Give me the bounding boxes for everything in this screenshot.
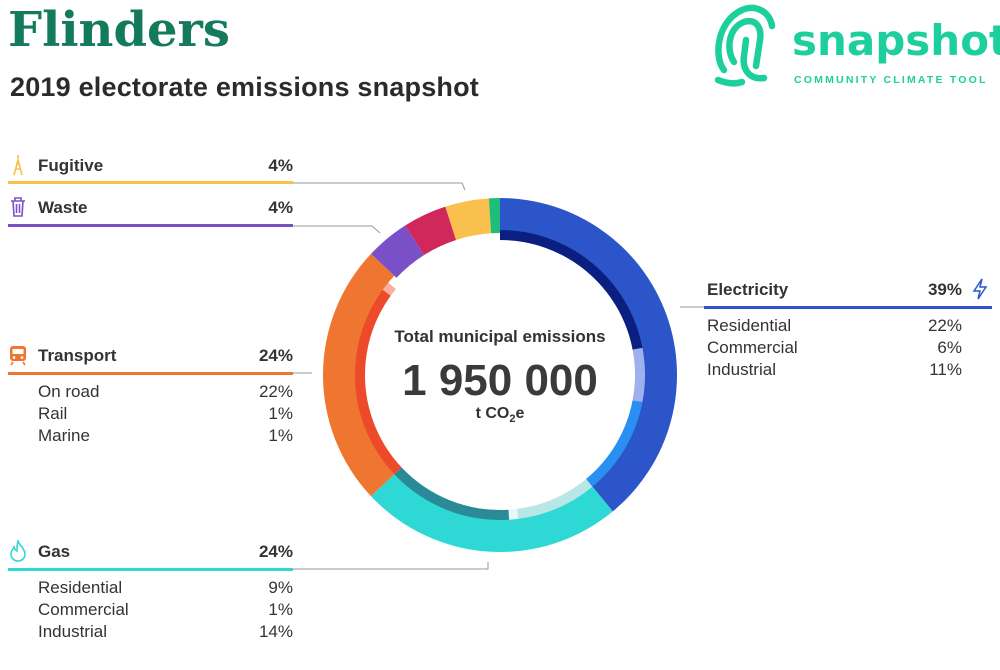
electricity-sub-residential: Residential 22% bbox=[707, 316, 962, 335]
center-label: Total municipal emissions bbox=[394, 327, 606, 346]
waste-leader-line bbox=[293, 225, 381, 234]
donut-subslice-gas-industrial bbox=[394, 467, 510, 520]
waste-pct: 4% bbox=[268, 198, 293, 217]
electricity-sub-industrial: Industrial 11% bbox=[707, 360, 962, 379]
waste-rule bbox=[8, 224, 293, 227]
center-unit: t CO2e bbox=[475, 405, 525, 426]
electricity-sub-commercial: Commercial 6% bbox=[707, 338, 962, 357]
donut-subslice-transport-rail bbox=[382, 282, 396, 296]
page-title: Flinders bbox=[8, 2, 230, 58]
donut-subslice-transport-marine bbox=[388, 275, 402, 289]
lightning-icon bbox=[972, 278, 988, 300]
legend-electricity: Electricity 39% Residential 22% Commercia… bbox=[704, 278, 992, 388]
donut-slice-transport bbox=[323, 253, 397, 497]
electricity-pct: 39% bbox=[927, 280, 962, 299]
gas-leader-line bbox=[293, 562, 489, 570]
transport-sub-rail: Rail 1% bbox=[38, 404, 293, 423]
donut-slice-other bbox=[405, 206, 457, 256]
oil-rig-icon bbox=[13, 155, 23, 176]
page-subtitle: 2019 electorate emissions snapshot bbox=[10, 72, 480, 102]
gas-sub-industrial: Industrial 14% bbox=[38, 622, 293, 641]
snapshot-logo-icon bbox=[714, 4, 776, 87]
donut-slice-fugitive bbox=[445, 198, 492, 240]
gas-pct: 24% bbox=[258, 542, 293, 561]
donut-subslice-gas-commercial bbox=[508, 508, 519, 520]
legend-waste: Waste 4% bbox=[8, 196, 293, 227]
fugitive-pct: 4% bbox=[268, 156, 293, 175]
legend-gas: Gas 24% Residential 9% Commercial 1% Indus… bbox=[8, 540, 293, 650]
donut-subslice-gas-residential bbox=[516, 479, 593, 519]
transport-sub-on-road: On road 22% bbox=[38, 382, 293, 401]
donut-subslice-transport-on-road bbox=[355, 289, 402, 475]
legend-fugitive: Fugitive 4% bbox=[8, 154, 293, 184]
train-icon bbox=[10, 346, 26, 366]
center-total-value: 1 950 000 bbox=[402, 356, 598, 405]
flame-icon bbox=[10, 540, 26, 562]
fugitive-leader-line bbox=[293, 182, 466, 191]
electricity-rule bbox=[704, 306, 992, 309]
gas-label: Gas bbox=[38, 542, 71, 561]
donut-slice-electricity bbox=[500, 198, 678, 512]
donut-slice-other bbox=[488, 198, 500, 234]
logo-tagline: COMMUNITY CLIMATE TOOL bbox=[794, 74, 988, 86]
electricity-label: Electricity bbox=[707, 280, 789, 299]
donut-slice-waste bbox=[370, 225, 424, 278]
gas-sub-residential: Residential 9% bbox=[38, 578, 293, 597]
logo-wordmark: snapshot bbox=[792, 16, 1000, 65]
donut-subslice-electricity-industrial bbox=[586, 400, 643, 487]
transport-label: Transport bbox=[38, 346, 117, 365]
donut-subslice-electricity-commercial bbox=[632, 347, 645, 403]
legend-transport: Transport 24% On road 22% Rail 1% Marine 1% bbox=[8, 344, 293, 454]
fugitive-rule bbox=[8, 181, 293, 184]
transport-pct: 24% bbox=[258, 346, 293, 365]
gas-rule bbox=[8, 568, 293, 571]
transport-sub-marine: Marine 1% bbox=[38, 426, 293, 445]
trash-bin-icon bbox=[11, 197, 25, 217]
waste-label: Waste bbox=[38, 198, 88, 217]
transport-rule bbox=[8, 372, 293, 375]
gas-sub-commercial: Commercial 1% bbox=[38, 600, 293, 619]
donut-subslice-electricity-residential bbox=[500, 230, 643, 350]
fugitive-label: Fugitive bbox=[38, 156, 104, 175]
donut-slice-gas bbox=[370, 472, 613, 552]
